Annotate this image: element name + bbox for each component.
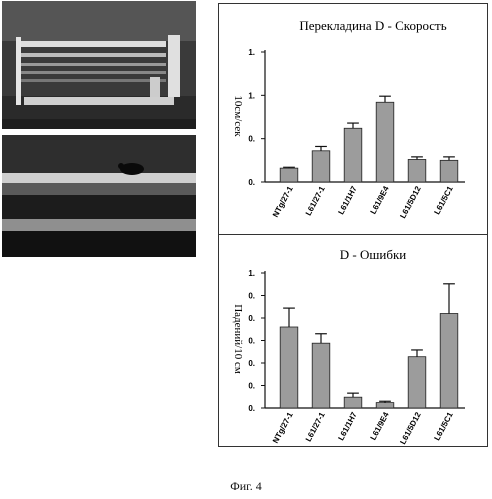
x-tick-label: L61/5D12 xyxy=(398,184,423,220)
x-tick-label: L61/1H7 xyxy=(336,410,359,442)
y-tick-label: 0. xyxy=(248,178,255,187)
y-tick-label: 0. xyxy=(248,382,255,391)
bar xyxy=(280,327,298,408)
photo-mouse-on-beam xyxy=(2,135,196,257)
apparatus-photos xyxy=(2,1,196,257)
bar xyxy=(376,403,394,408)
chart-title: D - Ошибки xyxy=(340,247,407,262)
x-tick-label: L61/9E4 xyxy=(369,184,391,215)
x-tick-label: L61/27-1 xyxy=(304,410,327,443)
photo-apparatus xyxy=(2,1,196,129)
chart-title: Перекладина D - Скорость xyxy=(299,18,446,33)
bar xyxy=(280,168,298,182)
x-tick-label: NTg/27-1 xyxy=(271,184,295,219)
errors-chart-panel: D - Ошибки Падений/10 см 0. 0. 0. 0. 0. 0. 1. NTg… xyxy=(218,234,488,447)
bar xyxy=(440,314,458,409)
errors-chart: D - Ошибки Падений/10 см 0. 0. 0. 0. 0. 0. 1. NTg… xyxy=(219,235,489,448)
bar xyxy=(312,343,330,408)
y-tick-label: 1. xyxy=(248,48,255,57)
y-axis-label: 10см/сек xyxy=(232,95,244,137)
y-tick-label: 0. xyxy=(248,404,255,413)
speed-chart-panel: Перекладина D - Скорость 10см/сек 0. 0. 1. 1.… xyxy=(218,3,488,235)
bar xyxy=(344,397,362,408)
bar xyxy=(312,151,330,182)
y-tick-label: 1. xyxy=(248,269,255,278)
bar xyxy=(376,102,394,182)
y-tick-label: 0. xyxy=(248,337,255,346)
y-tick-label: 0. xyxy=(248,135,255,144)
y-tick-label: 0. xyxy=(248,314,255,323)
figure-caption: Фиг. 4 xyxy=(0,479,492,494)
photo-collage xyxy=(2,1,196,257)
bar xyxy=(408,159,426,182)
bar xyxy=(440,160,458,182)
x-tick-label: NTg/27-1 xyxy=(271,410,295,445)
bar xyxy=(344,128,362,182)
y-axis-label: Падений/10 см xyxy=(232,304,244,374)
x-tick-label: L61/5C1 xyxy=(432,184,455,216)
x-tick-label: L61/5D12 xyxy=(398,410,423,446)
x-tick-label: L61/1H7 xyxy=(336,184,359,216)
speed-chart: Перекладина D - Скорость 10см/сек 0. 0. 1. 1.… xyxy=(219,4,489,236)
x-tick-label: L61/5C1 xyxy=(432,410,455,442)
bar xyxy=(408,357,426,408)
y-tick-label: 1. xyxy=(248,91,255,100)
y-tick-label: 0. xyxy=(248,359,255,368)
y-tick-label: 0. xyxy=(248,292,255,301)
x-tick-label: L61/9E4 xyxy=(369,410,391,441)
x-tick-label: L61/27-1 xyxy=(304,184,327,217)
